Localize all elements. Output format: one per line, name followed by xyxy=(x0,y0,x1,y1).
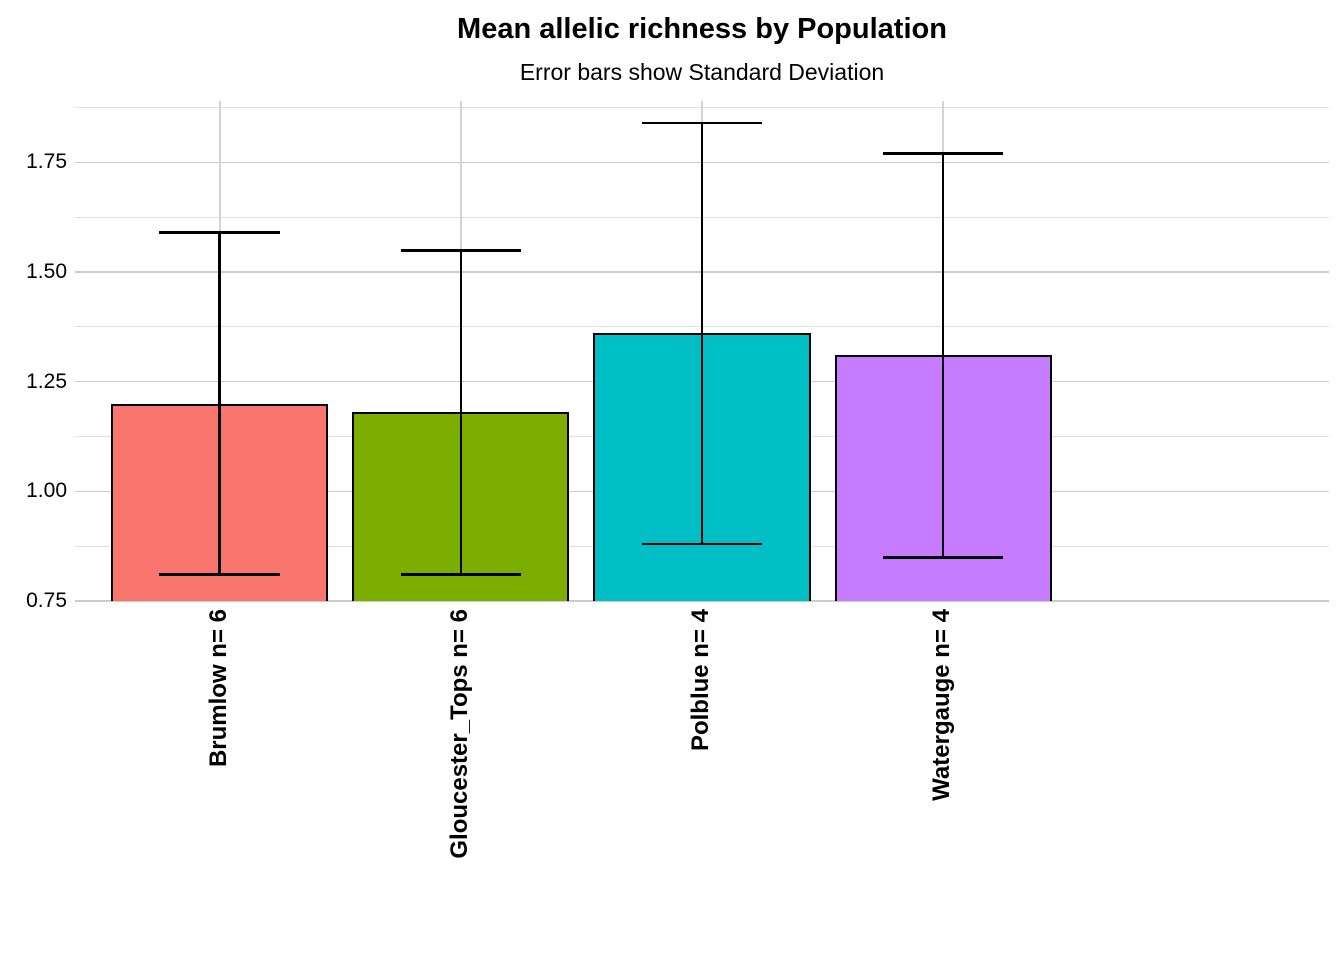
plot-panel xyxy=(75,101,1329,602)
error-bar-cap-upper xyxy=(882,152,1004,156)
error-bar-cap-lower xyxy=(159,573,280,577)
error-bar-stem xyxy=(941,153,945,558)
error-bar-cap-lower xyxy=(400,573,522,577)
y-tick-label: 1.75 xyxy=(26,150,67,174)
error-bar-cap-upper xyxy=(641,121,763,125)
error-bar-cap-lower xyxy=(641,542,763,546)
error-bar-stem xyxy=(459,250,463,575)
x-tick-label: Brumlow n= 6 xyxy=(204,609,232,768)
error-bar-cap-upper xyxy=(400,248,522,252)
error-bar-cap-lower xyxy=(882,555,1004,559)
error-bar-stem xyxy=(218,232,221,575)
error-bar-stem xyxy=(700,122,704,544)
x-tick-label: Watergauge n= 4 xyxy=(928,609,956,801)
chart-title: Mean allelic richness by Population xyxy=(457,13,947,45)
chart-subtitle: Error bars show Standard Deviation xyxy=(519,59,885,85)
x-tick-label: Gloucester_Tops n= 6 xyxy=(445,609,473,859)
error-bar-cap-upper xyxy=(159,231,280,234)
y-tick-label: 0.75 xyxy=(26,589,67,612)
y-tick-label: 1.50 xyxy=(26,260,67,284)
y-tick-label: 1.00 xyxy=(26,479,67,503)
x-tick-label: Polblue n= 4 xyxy=(687,609,714,752)
y-tick-label: 1.25 xyxy=(26,369,67,393)
